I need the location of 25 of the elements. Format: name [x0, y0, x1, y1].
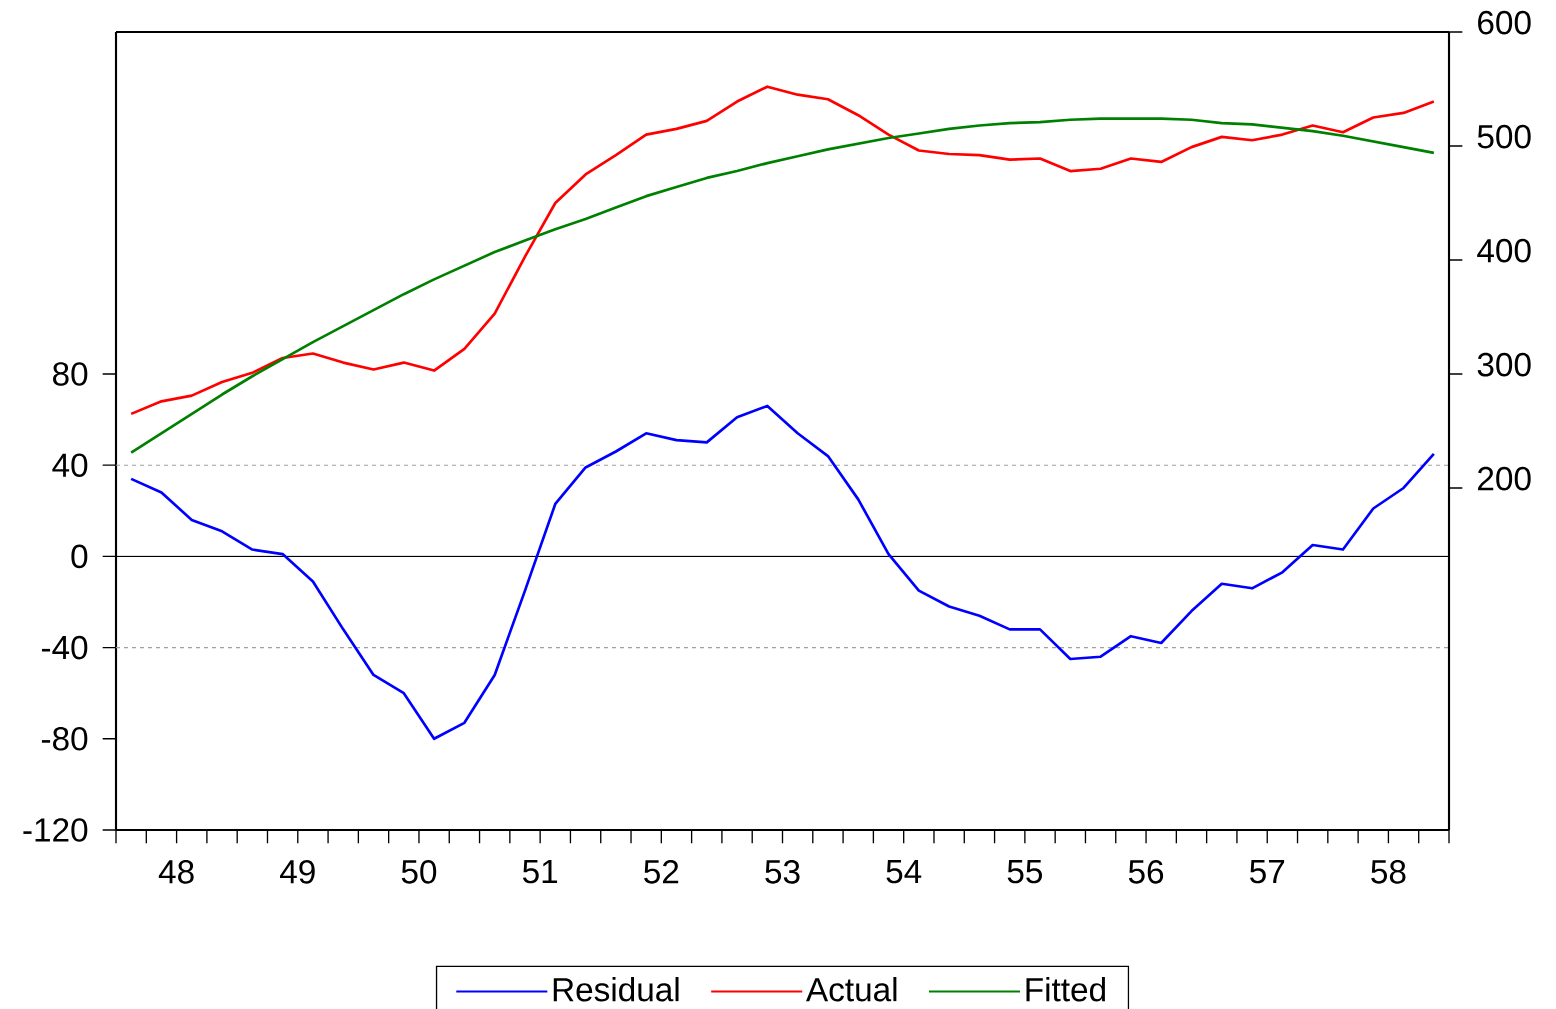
y-tick-label: -120: [23, 818, 88, 842]
x-tick-label: 58: [1371, 860, 1406, 884]
x-tick-label: 52: [644, 860, 679, 884]
legend-label: Fitted: [1026, 976, 1105, 1002]
x-tick-label: 54: [886, 860, 922, 884]
x-tick-label: 55: [1007, 860, 1043, 884]
x-tick-label: 51: [522, 860, 558, 884]
x-tick-label: 53: [765, 860, 800, 884]
legend-label: Residual: [553, 976, 679, 1002]
y2-tick-label: 500: [1477, 124, 1531, 149]
legend-label: Actual: [806, 976, 897, 1002]
y-tick-label: 40: [52, 453, 88, 477]
y2-tick-label: 300: [1477, 352, 1531, 377]
y-tick-label: 0: [71, 544, 88, 569]
y-tick-label: 80: [53, 362, 88, 386]
x-tick-label: 56: [1128, 860, 1164, 884]
y2-tick-label: 600: [1478, 10, 1531, 35]
x-tick-label: 49: [280, 860, 315, 884]
y-tick-label: -40: [41, 635, 88, 660]
y2-tick-label: 200: [1478, 466, 1531, 491]
x-tick-label: 48: [158, 860, 194, 884]
y2-tick-label: 400: [1477, 238, 1531, 263]
x-tick-label: 57: [1250, 860, 1285, 884]
y-tick-label: -80: [41, 726, 88, 751]
x-tick-label: 50: [401, 860, 437, 884]
